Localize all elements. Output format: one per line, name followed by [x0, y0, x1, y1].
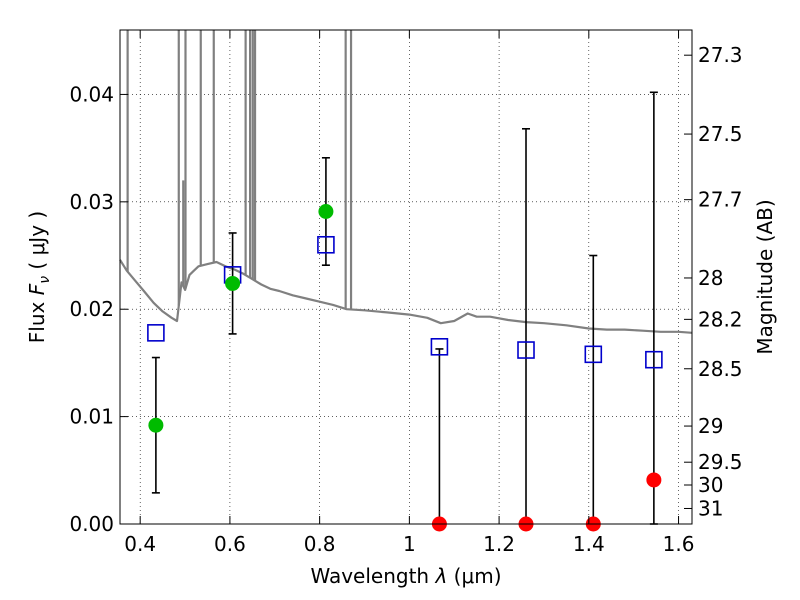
y-tick-label: 0.04	[69, 82, 114, 106]
y2-tick-label: 27.3	[698, 43, 743, 67]
x-tick-label: 0.6	[214, 532, 246, 556]
grid	[120, 30, 692, 525]
error-bars	[151, 91, 658, 525]
model-flux-square	[645, 350, 663, 369]
continuum-line	[119, 259, 693, 334]
y-axis-label: Flux Fν ( μJy )	[25, 211, 53, 343]
y2-tick-label: 28.2	[698, 307, 743, 331]
observed-flux-point	[646, 472, 662, 488]
x-tick-label: 0.8	[304, 532, 336, 556]
x-tick-label: 1.2	[483, 532, 515, 556]
y2-axis-label: Magnitude (AB)	[753, 199, 777, 354]
y-tick-label: 0.02	[69, 297, 114, 321]
model-flux-square	[517, 341, 535, 359]
y2-tick-label: 31	[698, 496, 723, 520]
y2-tick-label: 29.5	[698, 450, 743, 474]
observed-flux-point	[318, 203, 334, 219]
observed-flux-point	[148, 417, 164, 433]
x-tick-label: 0.4	[124, 532, 156, 556]
y2-tick-label: 28.5	[698, 357, 743, 381]
axis-ticks: 0.4 0.6 0.8 1 1.2 1.4 1.6 0.00 0.01 0.02 0.03 0.04 2…	[69, 30, 743, 556]
y2-tick-label: 28	[698, 266, 723, 290]
x-axis-label: Wavelength λ (μm)	[310, 564, 501, 588]
y2-tick-label: 30	[698, 473, 723, 497]
model-flux-square	[430, 338, 449, 356]
plot-frame	[119, 29, 693, 525]
model-flux-square	[584, 345, 603, 364]
x-tick-label: 1.4	[573, 532, 605, 556]
y-tick-label: 0.03	[69, 190, 114, 214]
y2-tick-label: 27.7	[698, 188, 743, 212]
model-flux-square	[147, 324, 165, 342]
y-tick-label: 0.00	[69, 512, 114, 536]
y2-tick-label: 27.5	[698, 122, 743, 146]
data-markers	[147, 203, 663, 532]
x-tick-label: 1	[403, 532, 416, 556]
model-spectrum	[119, 30, 693, 334]
y2-tick-label: 29	[698, 414, 723, 438]
y-tick-label: 0.01	[69, 405, 114, 429]
model-flux-square	[317, 235, 335, 254]
x-tick-label: 1.6	[663, 532, 695, 556]
observed-flux-point	[225, 275, 241, 291]
